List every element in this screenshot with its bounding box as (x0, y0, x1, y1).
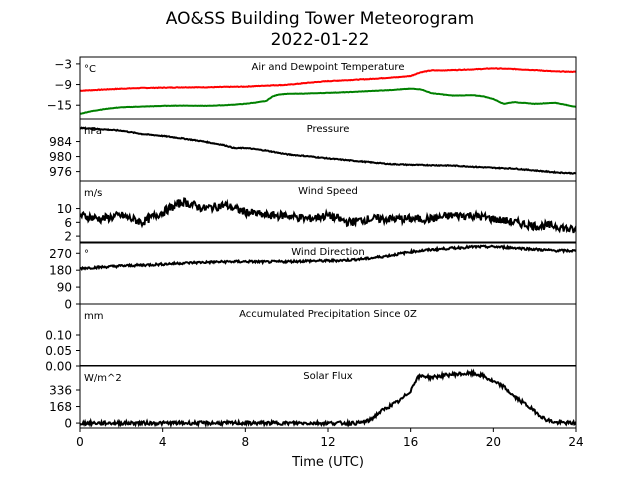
panel-1-ytick-label: −15 (47, 99, 72, 113)
panel-5: 0.100.05 0.00 Accumulated Precipitation Si… (45, 303, 577, 374)
panel-2-title: Pressure (307, 124, 350, 135)
panel-5-title: Accumulated Precipitation Since 0Z (239, 309, 417, 320)
panel-2-ytick-label: 976 (49, 165, 72, 179)
panel-1-series-1-line (80, 67, 576, 92)
panel-3-title: Wind Speed (298, 186, 358, 197)
panel-6: 336 168 0 Solar Flux W/m^2 (49, 365, 577, 432)
x-tick-label: 24 (568, 435, 583, 449)
x-tick-label: 16 (403, 435, 418, 449)
panel-1-ytick-label: −3 (54, 57, 72, 71)
panel-6-ytick-label: 0 (64, 417, 72, 431)
panel-6-series-1-line (80, 368, 576, 428)
panels-group: −3 −9 −15 Air and Dewpoint Temperature °C 984… (45, 56, 577, 432)
panel-4-unit: ° (84, 249, 89, 260)
panel-5-unit: mm (84, 311, 103, 322)
panel-6-ytick-label: 336 (49, 384, 72, 398)
x-tick-label: 0 (76, 435, 84, 449)
time-axis: 0 4 8 12 16 20 24 (76, 435, 583, 449)
panel-1-series-2-line (80, 87, 576, 115)
panel-2-series-1-line (80, 126, 576, 175)
panel-4-ytick-label: 90 (57, 281, 72, 295)
panel-5-ytick-label: 0.00 (45, 360, 72, 374)
panel-4: 270 180 90 0 Wind Direction ° (49, 241, 577, 312)
panel-6-title: Solar Flux (303, 371, 353, 382)
panel-4-ytick-label: 270 (49, 247, 72, 261)
x-axis-label: Time (UTC) (291, 455, 364, 470)
panel-4-title: Wind Direction (291, 247, 365, 258)
x-tick-label: 20 (486, 435, 501, 449)
panel-3-ytick-label: 6 (64, 216, 72, 230)
chart-title: AO&SS Building Tower Meteorogram (166, 9, 474, 29)
panel-1: −3 −9 −15 Air and Dewpoint Temperature °C (47, 56, 577, 120)
panel-4-ytick-label: 0 (64, 298, 72, 312)
panel-6-ytick-label: 168 (49, 400, 72, 414)
panel-5-ytick-label: 0.10 (45, 329, 72, 343)
panel-3-unit: m/s (84, 188, 102, 199)
panel-1-unit: °C (84, 64, 96, 75)
panel-4-ytick-label: 180 (49, 264, 72, 278)
panel-5-ytick-label: 0.05 (45, 344, 72, 358)
panel-1-ytick-label: −9 (54, 78, 72, 92)
panel-3-ytick-label: 10 (57, 202, 72, 216)
panel-2-unit: hPa (84, 126, 102, 137)
panel-2-ytick-label: 980 (49, 150, 72, 164)
x-tick-label: 12 (320, 435, 335, 449)
panel-4-series-1-line (80, 244, 576, 272)
panel-3-frame (79, 180, 577, 244)
x-tick-label: 8 (242, 435, 250, 449)
panel-3-ytick-label: 2 (64, 230, 72, 244)
x-tick-label: 4 (159, 435, 167, 449)
panel-2-ytick-label: 984 (49, 135, 72, 149)
panel-1-title: Air and Dewpoint Temperature (252, 62, 405, 73)
panel-6-unit: W/m^2 (84, 373, 122, 384)
chart-subtitle: 2022-01-22 (271, 30, 370, 50)
panel-3-series-1-line (80, 197, 576, 234)
